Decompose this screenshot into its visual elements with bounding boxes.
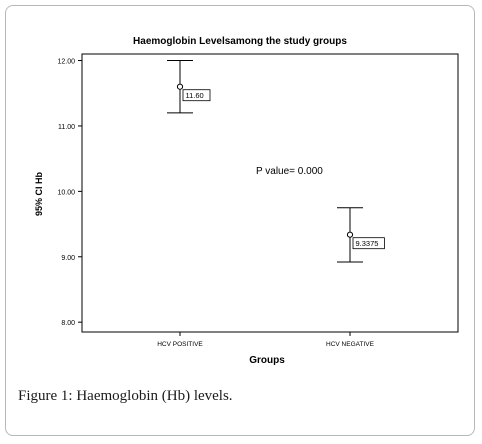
mean-point <box>176 83 184 90</box>
data-label-box <box>352 237 385 250</box>
p-value-annotation: P value= 0.000 <box>256 166 323 177</box>
y-tick-label: 10.00 <box>57 189 75 196</box>
chart-title: Haemoglobin Levelsamong the study groups <box>133 36 347 47</box>
y-tick-label: 9.00 <box>61 255 75 262</box>
marks-layer: 11.60 9.3375 <box>167 60 385 263</box>
y-tick-label: 8.00 <box>61 320 75 327</box>
y-tick-label: 11.00 <box>58 124 75 131</box>
y-axis-label: 95% CI Hb <box>34 171 44 216</box>
figure-caption: Figure 1: Haemoglobin (Hb) levels. <box>18 388 233 405</box>
data-label-box <box>182 89 211 102</box>
caption-label: Figure 1: <box>18 388 73 404</box>
mean-point <box>346 231 354 238</box>
x-axis-label: Groups <box>249 355 285 366</box>
x-tick-label: HCV POSITIVE <box>157 341 203 348</box>
y-tick-label: 12.00 <box>57 59 75 66</box>
x-tick-label: HCV NEGATIVE <box>326 341 375 348</box>
plot-area <box>81 53 459 333</box>
axis-layer: 12.00 11.00 10.00 9.00 8.00 HCV POSITIVE HCV N… <box>57 59 374 348</box>
data-label: 11.60 <box>186 91 204 100</box>
caption-text: Haemoglobin (Hb) levels. <box>76 388 233 404</box>
data-label: 9.3375 <box>356 239 379 248</box>
